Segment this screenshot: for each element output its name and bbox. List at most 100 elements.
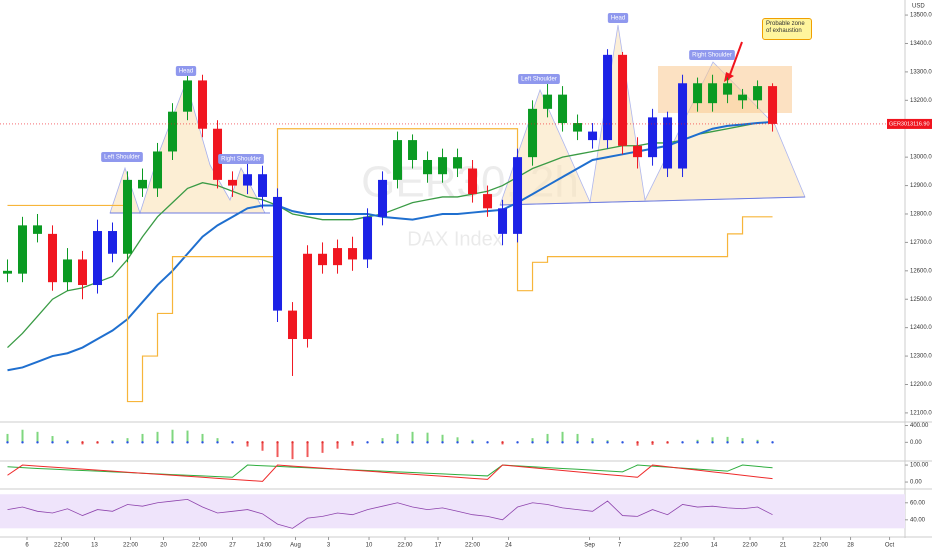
pattern-label-box: [689, 50, 735, 60]
osc-dot: [276, 441, 279, 444]
osc-dot: [246, 441, 249, 444]
candle-body: [108, 231, 118, 254]
candle-body: [618, 54, 628, 146]
x-tick-label: 22:00: [54, 543, 70, 549]
osc-dot: [531, 441, 534, 444]
candle-body: [198, 80, 208, 129]
osc-bar: [261, 442, 264, 451]
osc-dot: [396, 441, 399, 444]
osc-dot: [726, 441, 729, 444]
osc-bar: [756, 439, 759, 443]
osc-dot: [21, 441, 24, 444]
osc-bar: [156, 431, 159, 443]
x-tick-label: 20: [160, 543, 167, 549]
currency: USD: [912, 4, 925, 10]
pattern-label: Left Shoulder: [521, 77, 557, 83]
candle-body: [378, 179, 388, 217]
osc-dot: [216, 441, 219, 444]
y-tick-label: 12300.00: [910, 354, 932, 360]
osc-dot: [141, 441, 144, 444]
arrow-head: [724, 72, 734, 82]
osc-dot: [681, 441, 684, 444]
candle-body: [453, 157, 463, 169]
pattern-label: Right Shoulder: [692, 53, 732, 59]
candle-body: [513, 157, 523, 234]
indicator-line: [7, 120, 773, 372]
osc-bar: [171, 429, 174, 443]
osc-bar: [381, 438, 384, 443]
osc-dot: [651, 441, 654, 444]
y-tick-label: 12100.00: [910, 410, 932, 416]
candle-body: [303, 253, 313, 340]
x-tick-label: 22:00: [398, 543, 414, 549]
candle-body: [678, 83, 688, 169]
y-tick-label: 12200.00: [910, 382, 932, 388]
osc-dot: [636, 441, 639, 444]
candle-body: [693, 83, 703, 104]
osc-dot: [351, 441, 354, 444]
x-tick-label: 22:00: [465, 543, 481, 549]
osc-dot: [51, 441, 54, 444]
candle-body: [573, 123, 583, 132]
x-tick-label: 22:00: [743, 543, 759, 549]
candle-body: [183, 80, 193, 112]
osc-bar: [456, 437, 459, 443]
candle-body: [408, 140, 418, 160]
osc-dot: [6, 441, 9, 444]
candle-body: [33, 225, 43, 234]
candle-body: [723, 83, 733, 95]
y-tick-label: 0.00: [910, 480, 922, 486]
candle-body: [648, 117, 658, 158]
x-tick-label: 22:00: [123, 543, 139, 549]
x-tick-label: 22:00: [813, 543, 829, 549]
osc-bar: [321, 442, 324, 453]
osc-bar: [636, 442, 639, 446]
candle-body: [273, 196, 283, 311]
x-tick-label: 14: [711, 543, 718, 549]
x-tick-label: 21: [780, 543, 787, 549]
x-tick-label: Oct: [885, 543, 895, 549]
pattern-label-box: [218, 154, 264, 164]
candle-body: [708, 83, 718, 104]
candle-body: [588, 131, 598, 141]
candle-body: [393, 140, 403, 180]
osc-dot: [456, 441, 459, 444]
osc-dot: [156, 441, 159, 444]
osc-dot: [201, 441, 204, 444]
osc-dot: [336, 441, 339, 444]
osc-dot: [441, 441, 444, 444]
osc-bar: [246, 442, 249, 447]
osc-bar: [6, 433, 9, 443]
x-tick-label: 22:00: [674, 543, 690, 549]
candle-body: [3, 270, 13, 274]
osc-bar: [216, 438, 219, 443]
candle-body: [663, 117, 673, 169]
candle-body: [753, 86, 763, 101]
osc-bar: [741, 438, 744, 443]
x-tick-label: 10: [366, 543, 373, 549]
pattern-label-box: [175, 66, 197, 76]
osc-dot: [306, 441, 309, 444]
candle-body: [423, 159, 433, 175]
osc-bar: [36, 431, 39, 443]
candle-body: [123, 179, 133, 254]
candle-body: [363, 216, 373, 260]
osc-dot: [771, 441, 774, 444]
osc-bar: [306, 442, 309, 458]
osc-bar: [651, 442, 654, 445]
callout: Probable zone of exhaustion: [762, 18, 812, 40]
x-tick-label: 17: [435, 543, 442, 549]
candle-body: [168, 111, 178, 152]
osc-dot: [231, 441, 234, 444]
price-tag-value: 13116.90: [907, 121, 930, 127]
osc-dot: [66, 441, 69, 444]
osc-bar: [576, 433, 579, 443]
osc-bar: [276, 442, 279, 458]
y-tick-label: 13500.00: [910, 13, 932, 19]
candle-body: [633, 145, 643, 158]
y-tick-label: 13200.00: [910, 98, 932, 104]
osc-bar: [546, 433, 549, 443]
candle-body: [483, 194, 493, 209]
candle-body: [333, 248, 343, 266]
